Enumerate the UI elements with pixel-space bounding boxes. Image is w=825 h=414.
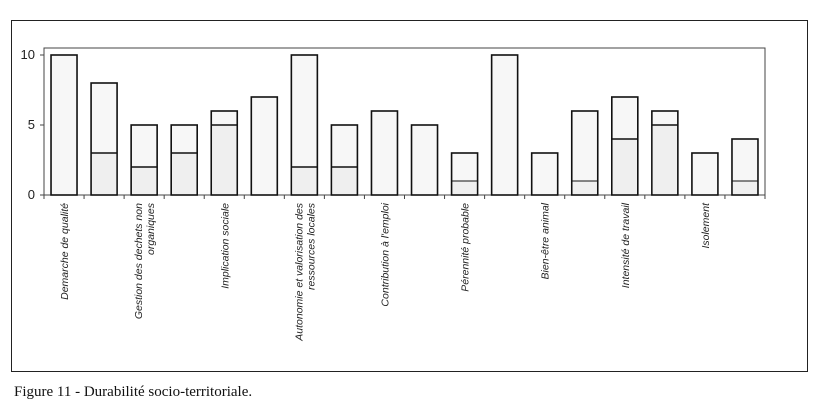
figure-caption: Figure 11 - Durabilité socio-territorial… (14, 384, 253, 400)
x-category-label-line: ressources locales (305, 202, 317, 290)
x-category-label: Isolement (700, 202, 712, 249)
chart-frame (11, 20, 808, 372)
bar-lower-segment (212, 125, 237, 194)
bar-lower-segment (652, 125, 677, 194)
x-category-label-line: organiques (145, 202, 157, 255)
bar-lower-segment (172, 153, 197, 194)
x-category-label: Pérennité probable (460, 203, 472, 292)
bar-lower-segment (92, 153, 117, 194)
bar (370, 110, 399, 196)
x-category-label: Implication sociale (219, 203, 231, 289)
x-category-label-line: Gestion des dechets non (133, 203, 145, 319)
bar (50, 54, 78, 196)
x-category-label: Bien-être animal (540, 202, 552, 279)
x-category-label-line: Intensité de travail (620, 202, 632, 288)
x-category-label-line: Bien-être animal (540, 202, 552, 279)
x-category-label: Demarche de qualité (59, 203, 71, 300)
x-category-label-line: Contribution à l'emploi (379, 202, 391, 306)
bar (410, 124, 439, 196)
bar (530, 152, 559, 196)
y-tick-label: 10 (21, 47, 35, 62)
x-category-label-line: Implication sociale (219, 203, 231, 289)
bar-lower-segment (572, 181, 597, 194)
bar (691, 152, 719, 196)
bar-lower-segment (612, 139, 637, 194)
bar-lower-segment (332, 167, 357, 194)
bar (250, 96, 279, 196)
y-tick-label: 0 (28, 187, 35, 202)
x-category-label-line: Isolement (700, 202, 712, 249)
x-category-label-line: Pérennité probable (460, 203, 472, 292)
bar-lower-segment (732, 181, 757, 194)
x-category-label: Autonomie et valorisation desressources … (293, 202, 317, 342)
x-category-label: Gestion des dechets nonorganiques (133, 202, 157, 319)
x-category-label: Contribution à l'emploi (379, 202, 391, 306)
y-tick-label: 5 (28, 117, 35, 132)
bar (490, 54, 519, 196)
x-category-label: Intensité de travail (620, 202, 632, 288)
bar-lower-segment (132, 167, 157, 194)
bar-lower-segment (292, 167, 317, 194)
x-category-label-line: Autonomie et valorisation des (293, 202, 305, 341)
x-category-label-line: Demarche de qualité (59, 203, 71, 300)
bar-lower-segment (452, 181, 477, 194)
